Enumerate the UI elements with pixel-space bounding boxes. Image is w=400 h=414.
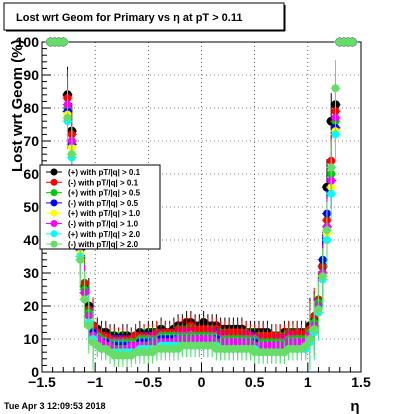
x-tick-label: 0.5 xyxy=(245,374,265,390)
y-tick-label: 20 xyxy=(23,298,39,314)
data-point xyxy=(67,150,76,159)
legend-item: (+) with pT/|q| > 0.1 xyxy=(46,168,141,177)
legend-marker xyxy=(50,199,58,207)
data-point xyxy=(327,163,336,172)
legend-marker xyxy=(50,240,58,248)
x-tick-label: 1 xyxy=(304,374,312,390)
chart-title: Lost wrt Geom for Primary vs η at pT > 0… xyxy=(16,12,243,24)
legend: (+) with pT/|q| > 0.1(-) with pT/|q| > 0… xyxy=(39,164,161,250)
legend-label: (-) with pT/|q| > 1.0 xyxy=(68,220,139,229)
tick-labels: −1.5 −1 −0.5 0 0.5 1 1.5 0 10 20 30 40 50 60 70 80 90 100 xyxy=(16,34,371,390)
y-tick-label: 30 xyxy=(23,265,39,281)
y-tick-label: 70 xyxy=(23,133,39,149)
y-tick-label: 10 xyxy=(23,331,39,347)
data-point xyxy=(331,84,340,93)
legend-label: (+) with pT/|q| > 0.1 xyxy=(68,168,141,177)
y-tick-label: 100 xyxy=(16,34,40,50)
legend-marker xyxy=(50,168,58,176)
legend-marker xyxy=(50,189,58,197)
legend-item: (-) with pT/|q| > 2.0 xyxy=(46,240,139,249)
legend-label: (+) with pT/|q| > 0.5 xyxy=(68,189,141,198)
data-point xyxy=(63,113,72,122)
legend-marker xyxy=(50,178,58,186)
legend-marker xyxy=(50,230,58,238)
data-point xyxy=(310,325,319,334)
data-point xyxy=(76,255,85,264)
x-tick-label: −1 xyxy=(87,374,103,390)
legend-item: (-) with pT/|q| > 1.0 xyxy=(46,220,139,229)
legend-marker xyxy=(50,209,58,217)
title-box: Lost wrt Geom for Primary vs η at pT > 0… xyxy=(3,2,286,32)
footer-timestamp: Tue Apr 3 12:09:53 2018 xyxy=(4,401,106,411)
x-tick-label: −1.5 xyxy=(28,374,56,390)
data-point xyxy=(301,341,310,350)
x-axis-title: η xyxy=(350,398,359,414)
data-marks xyxy=(45,37,358,371)
series-7 xyxy=(45,38,358,371)
y-tick-label: 80 xyxy=(23,100,39,116)
y-axis-title: Lost wrt Geom (%) xyxy=(9,39,26,172)
legend-item: (+) with pT/|q| > 1.0 xyxy=(46,209,141,218)
y-tick-label: 90 xyxy=(23,67,39,83)
data-point xyxy=(331,130,340,139)
data-point xyxy=(314,305,323,314)
y-tick-label: 50 xyxy=(23,199,39,215)
legend-label: (+) with pT/|q| > 2.0 xyxy=(68,230,141,239)
data-point xyxy=(305,335,314,343)
data-point xyxy=(84,321,93,330)
legend-label: (-) with pT/|q| > 0.5 xyxy=(68,199,139,208)
x-tick-label: 1.5 xyxy=(351,374,371,390)
y-tick-label: 0 xyxy=(31,364,39,380)
x-tick-label: −0.5 xyxy=(135,374,163,390)
legend-label: (+) with pT/|q| > 1.0 xyxy=(68,209,141,218)
legend-box xyxy=(39,164,161,250)
data-point xyxy=(322,226,331,235)
legend-item: (+) with pT/|q| > 2.0 xyxy=(46,230,141,239)
data-point xyxy=(59,38,68,46)
data-point xyxy=(348,38,357,46)
x-tick-label: 0 xyxy=(198,374,206,390)
legend-label: (-) with pT/|q| > 0.1 xyxy=(68,178,139,187)
legend-item: (-) with pT/|q| > 0.1 xyxy=(46,178,139,187)
y-tick-label: 40 xyxy=(23,232,39,248)
data-point xyxy=(80,295,89,304)
legend-marker xyxy=(50,220,58,227)
data-point xyxy=(318,272,327,281)
y-tick-label: 60 xyxy=(23,166,39,182)
legend-label: (-) with pT/|q| > 2.0 xyxy=(68,240,139,249)
legend-item: (-) with pT/|q| > 0.5 xyxy=(46,199,139,208)
legend-item: (+) with pT/|q| > 0.5 xyxy=(46,189,141,198)
